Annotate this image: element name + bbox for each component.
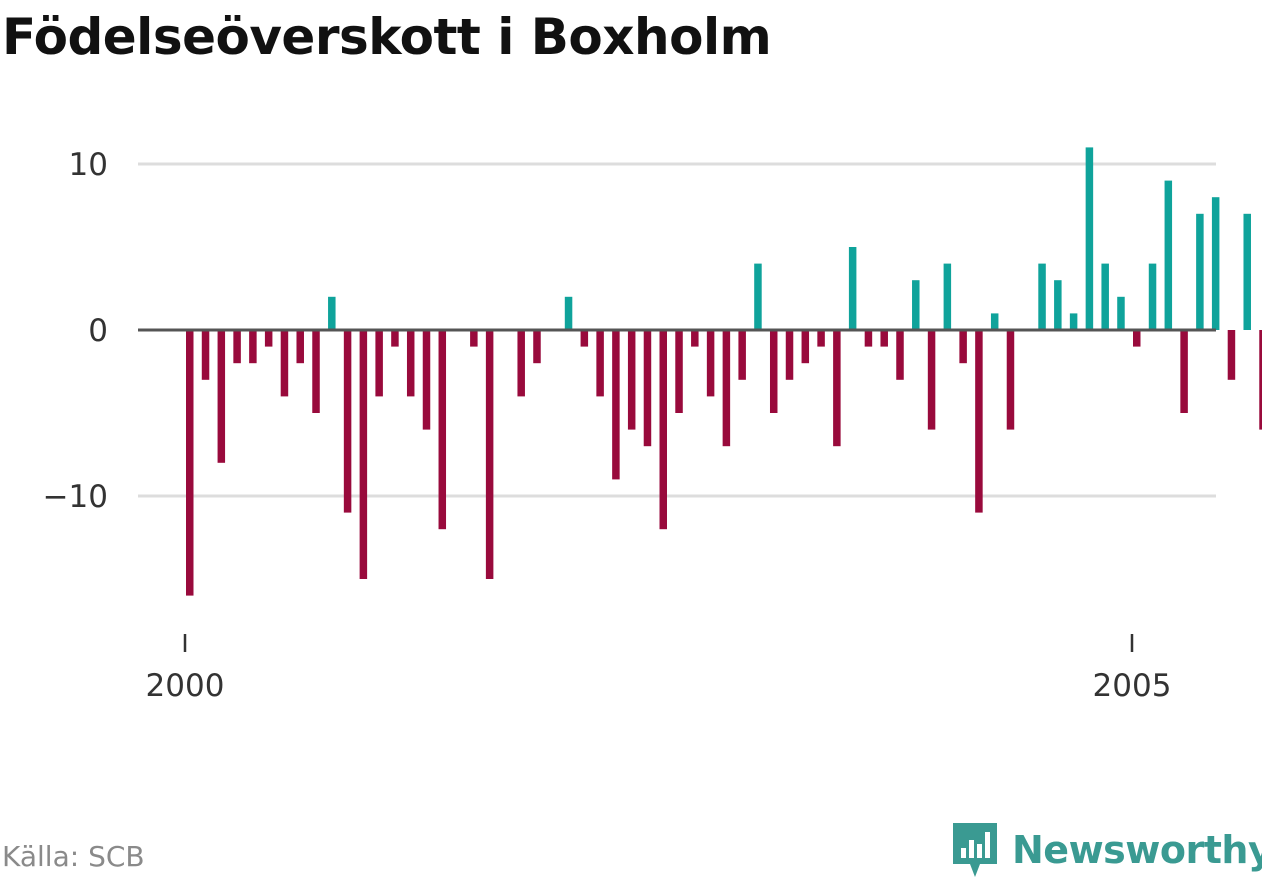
bar [1259, 330, 1262, 430]
y-axis: 10 0 −10 [43, 147, 108, 515]
bar [564, 296, 573, 330]
bar [990, 313, 999, 330]
bar [627, 330, 636, 430]
y-tick-label: 0 [88, 313, 108, 349]
bar [896, 330, 904, 380]
bar [391, 330, 399, 347]
bar [1148, 263, 1157, 330]
bar [296, 330, 304, 364]
bar [1101, 263, 1109, 330]
bar [833, 330, 841, 447]
bar [359, 330, 368, 579]
bar [312, 330, 320, 413]
chart: 100−10 200020052010201520202025 [43, 147, 1262, 704]
bar [659, 330, 667, 530]
bar [580, 330, 589, 347]
bar [406, 330, 415, 397]
bar [912, 280, 920, 330]
bar [596, 330, 604, 397]
bar [722, 330, 731, 447]
bar [375, 330, 383, 397]
bar [533, 330, 541, 364]
bar [485, 330, 494, 579]
bar [470, 330, 478, 347]
bar [1211, 197, 1220, 330]
bar [233, 330, 241, 364]
bar [864, 330, 873, 347]
bar [1164, 180, 1173, 330]
bar [264, 330, 273, 347]
bar [1038, 263, 1046, 330]
bar [280, 330, 289, 397]
source-label: Källa: SCB [2, 840, 145, 873]
brand-name: Newsworthy [1012, 828, 1262, 872]
chart-title: Födelseöverskott i Boxholm [2, 8, 772, 66]
bar [817, 330, 825, 347]
bar [675, 330, 683, 413]
bar [769, 330, 778, 413]
brand-logo: Newsworthy [950, 820, 1262, 880]
x-tick-label: 2005 [1093, 668, 1172, 704]
bar [848, 247, 857, 330]
bar [1180, 330, 1188, 413]
bar [422, 330, 431, 430]
bar [1069, 313, 1078, 330]
bar [1054, 280, 1062, 330]
x-tick-label: 2000 [146, 668, 225, 704]
bar [738, 330, 746, 380]
bar [438, 330, 447, 530]
bar [754, 263, 762, 330]
bar [249, 330, 257, 364]
x-axis: 200020052010201520202025 [146, 634, 1172, 704]
bar [880, 330, 888, 347]
bar [1006, 330, 1015, 430]
bar [201, 330, 210, 380]
bar [612, 330, 620, 480]
bar [1133, 330, 1141, 347]
bar [801, 330, 810, 364]
y-tick-label: 10 [69, 147, 108, 183]
bar [943, 263, 952, 330]
bar [1227, 330, 1236, 380]
bar [186, 330, 194, 596]
bars [186, 147, 1262, 596]
bar [1243, 213, 1251, 330]
bar [643, 330, 652, 447]
bar [706, 330, 715, 397]
bar [927, 330, 936, 430]
newsworthy-logo-icon [953, 823, 997, 877]
y-tick-label: −10 [43, 479, 108, 515]
bar [785, 330, 794, 380]
bar [517, 330, 525, 397]
bar [328, 296, 336, 330]
bar [975, 330, 983, 513]
bar [217, 330, 226, 463]
bar [1085, 147, 1094, 330]
bar [691, 330, 699, 347]
bar [343, 330, 352, 513]
gridlines [138, 162, 1216, 498]
bar [959, 330, 967, 364]
bar [1117, 296, 1125, 330]
bar [1196, 213, 1204, 330]
